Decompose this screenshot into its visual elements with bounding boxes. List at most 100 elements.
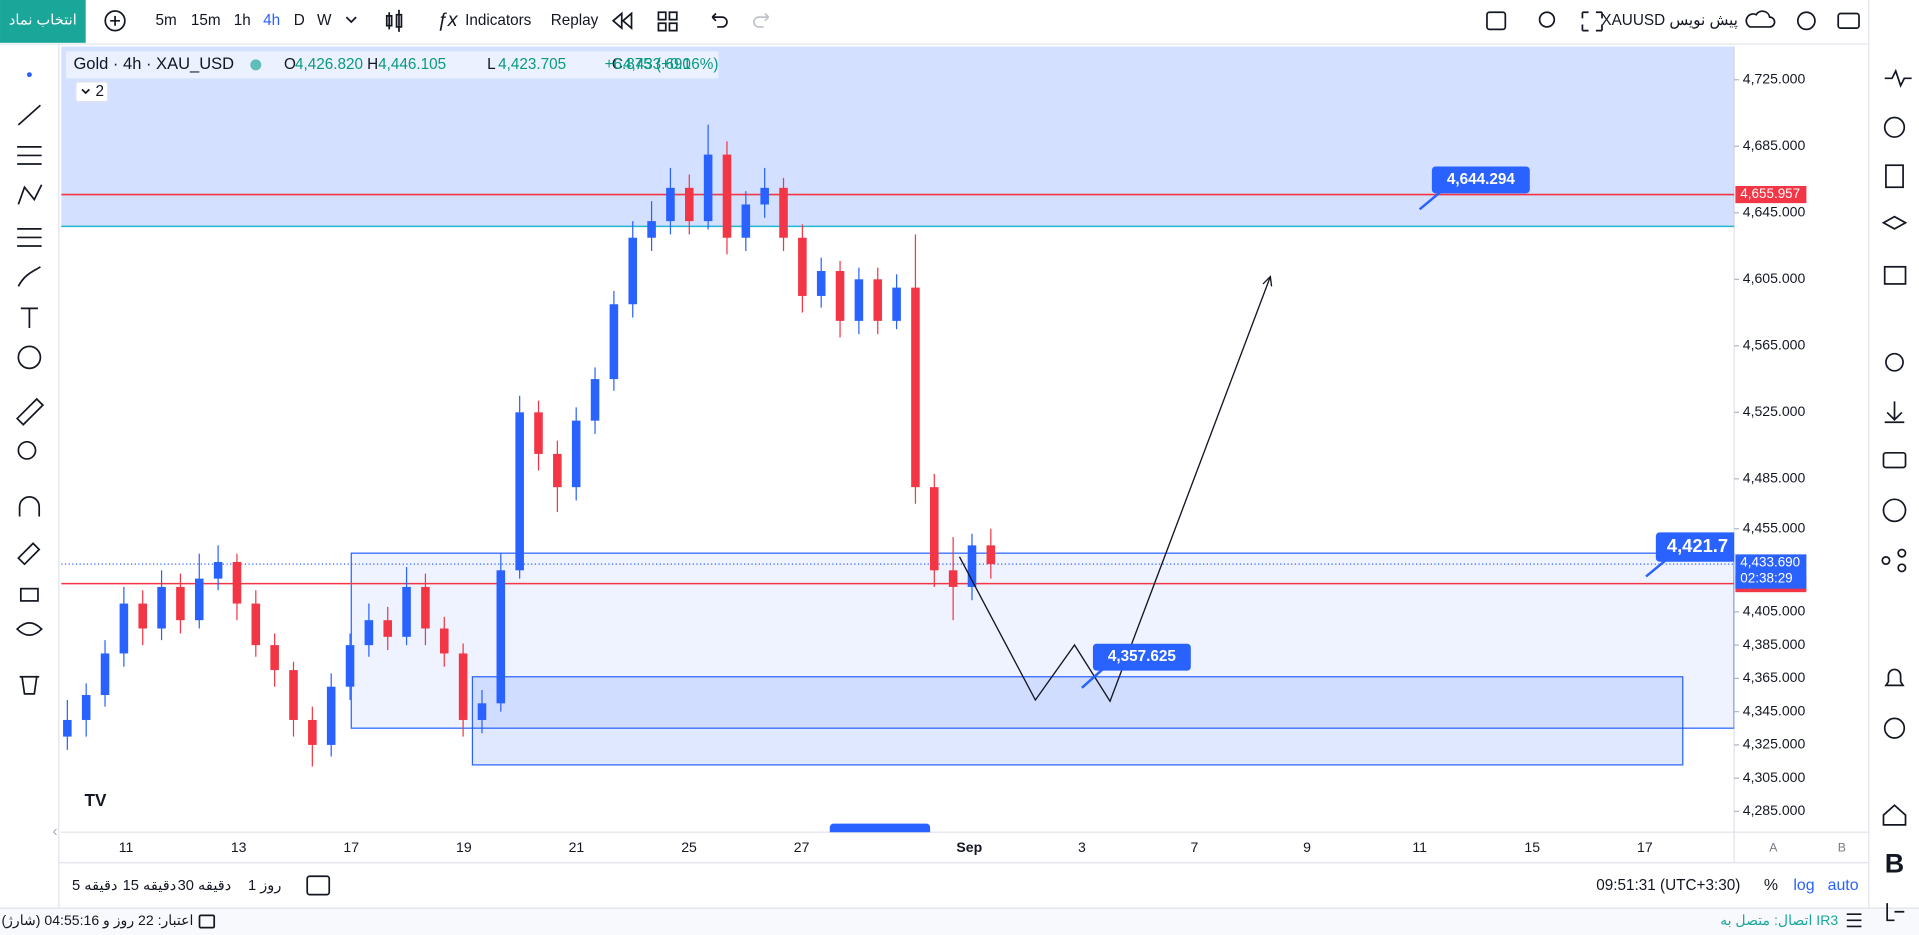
sidebar-icon[interactable]: [1897, 548, 1907, 558]
date-range-icon[interactable]: [306, 875, 331, 896]
sidebar-icon[interactable]: [1885, 352, 1904, 372]
scale-option[interactable]: auto: [1828, 877, 1859, 894]
candle-body: [308, 719, 317, 745]
forecast-tool[interactable]: [17, 227, 42, 247]
collapse-arrow[interactable]: ‹: [53, 823, 58, 840]
y-tick-label: 4,305.000: [1743, 769, 1806, 785]
draw-mode-tool[interactable]: [17, 542, 41, 566]
sidebar-icon[interactable]: [1881, 215, 1908, 230]
interval-button[interactable]: W: [317, 12, 332, 29]
sidebar-icon[interactable]: [1897, 563, 1907, 573]
logo-text: TV: [85, 790, 107, 810]
brush-tool[interactable]: [17, 266, 41, 287]
emoji-tool[interactable]: [17, 345, 42, 370]
settings-icon[interactable]: [1796, 11, 1816, 31]
dropdown-icon[interactable]: [345, 16, 357, 24]
y-tick-label: 4,725.000: [1743, 70, 1806, 86]
candle-body: [571, 420, 581, 488]
candle-body: [81, 695, 91, 720]
legend-key: O: [284, 56, 296, 73]
y-tick-label: 4,385.000: [1743, 636, 1806, 652]
indicator-count[interactable]: 2: [95, 83, 104, 100]
cursor-tool[interactable]: [26, 72, 32, 78]
range-button[interactable]: 15 دقیقه: [123, 878, 177, 894]
sidebar-icon[interactable]: [1883, 116, 1906, 138]
ruler-tool[interactable]: [15, 397, 45, 426]
candle-body: [666, 187, 675, 222]
zoom-tool[interactable]: [17, 440, 37, 460]
x-tick-label: 15: [1524, 839, 1540, 855]
y-tick-label: 4,485.000: [1743, 470, 1806, 486]
fx-icon[interactable]: ƒx: [437, 9, 459, 31]
sidebar-icon[interactable]: [1884, 68, 1912, 88]
add-icon[interactable]: [104, 10, 126, 32]
range-button[interactable]: 30 دقیقه: [178, 878, 232, 894]
symbol-name[interactable]: XAUUSD پیش نویس: [1601, 12, 1737, 29]
indicators-button[interactable]: Indicators: [465, 12, 532, 29]
indicator-toggle[interactable]: [75, 81, 109, 103]
replay-button[interactable]: Replay: [551, 12, 599, 29]
sidebar-icon[interactable]: [1882, 498, 1907, 523]
candle-body: [477, 703, 487, 720]
candle-body: [194, 578, 204, 621]
trend-line-tool[interactable]: [17, 104, 41, 126]
connection-icon: [1846, 913, 1862, 928]
interval-button[interactable]: 15m: [191, 12, 221, 29]
visibility-tool[interactable]: [15, 622, 43, 637]
sidebar-icon[interactable]: [1882, 804, 1907, 826]
undo-icon[interactable]: [711, 12, 728, 28]
drawing-tools: [15, 72, 45, 695]
candle-body: [553, 453, 562, 488]
callout-partial: [829, 823, 931, 833]
callout: [1655, 532, 1735, 562]
sidebar-icon[interactable]: [1883, 717, 1906, 739]
chart-type-icon[interactable]: [385, 9, 403, 32]
scale-button[interactable]: A: [1769, 840, 1778, 854]
alert-icon[interactable]: [1538, 11, 1556, 28]
interval-button[interactable]: 5m: [155, 12, 176, 29]
symbol-button-label[interactable]: انتخاب نماد: [9, 13, 77, 29]
sidebar-icon[interactable]: [1886, 903, 1905, 922]
sidebar-icon[interactable]: [1884, 401, 1905, 424]
legend-value: 4,446.105: [378, 56, 446, 73]
scale-option[interactable]: log: [1793, 877, 1814, 894]
interval-button[interactable]: 4h: [263, 12, 280, 29]
expand-icon[interactable]: [1581, 11, 1603, 32]
trash-tool[interactable]: [19, 675, 40, 695]
sidebar-icon[interactable]: [1881, 555, 1891, 566]
range-button[interactable]: 5 دقیقه: [72, 878, 118, 894]
x-tick-label: 21: [569, 839, 585, 855]
demand-zone: [350, 552, 1735, 729]
interval-button[interactable]: D: [294, 12, 305, 29]
scale-button[interactable]: B: [1838, 840, 1846, 854]
fullscreen-icon[interactable]: [1486, 11, 1507, 31]
lock-tool[interactable]: [19, 587, 39, 602]
candle-body: [798, 237, 807, 296]
market-status: [250, 59, 262, 71]
sidebar-icon[interactable]: [1885, 164, 1904, 189]
candle-body: [383, 620, 393, 637]
symbol-button[interactable]: [0, 0, 86, 43]
layout-icon[interactable]: [657, 11, 678, 32]
x-tick-label: 7: [1191, 839, 1199, 855]
text-tool[interactable]: [20, 307, 38, 328]
pattern-tool[interactable]: [17, 184, 43, 205]
arrow-head: [1262, 275, 1273, 287]
fib-tool[interactable]: [17, 146, 42, 165]
sidebar-icon[interactable]: [1884, 668, 1905, 687]
candle-body: [722, 154, 732, 238]
scale-option[interactable]: %: [1764, 877, 1778, 894]
sidebar-icon[interactable]: [1883, 265, 1907, 285]
magnet-tool[interactable]: [18, 496, 41, 517]
sidebar-icon[interactable]: [1882, 451, 1907, 469]
interval-button[interactable]: 1h: [234, 12, 251, 29]
cloud-icon[interactable]: [1745, 10, 1776, 28]
legend-key: C: [612, 56, 623, 73]
redo-icon: [753, 12, 770, 28]
camera-icon[interactable]: [1837, 12, 1860, 30]
candle-body: [967, 545, 977, 587]
range-button[interactable]: 1 روز: [248, 878, 282, 894]
y-tick-label: 4,325.000: [1743, 736, 1806, 752]
logo: [77, 784, 113, 817]
sidebar-icon[interactable]: B: [1885, 848, 1904, 878]
